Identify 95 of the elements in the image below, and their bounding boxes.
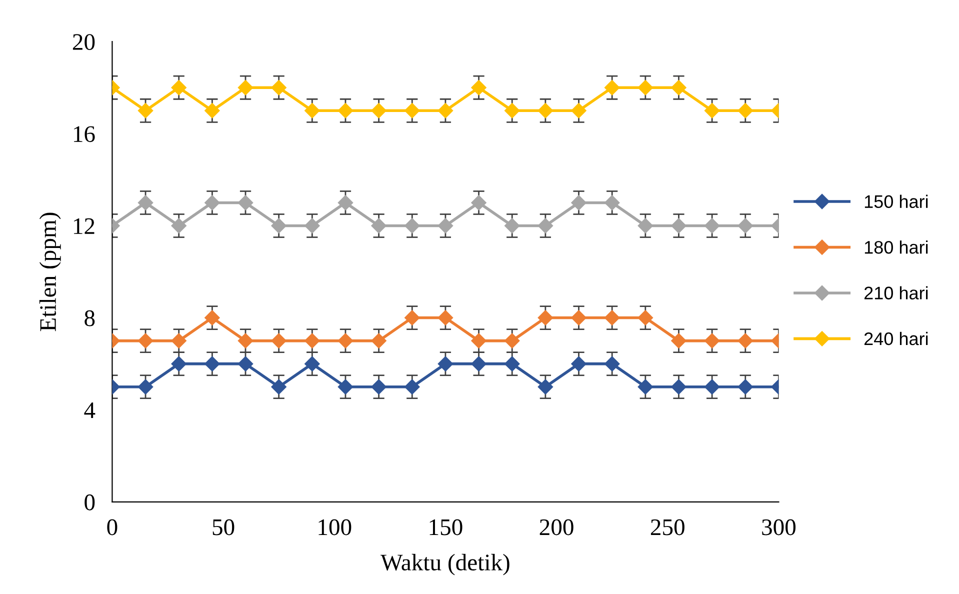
- point: [704, 218, 720, 234]
- point: [504, 333, 520, 348]
- point: [371, 218, 386, 234]
- point: [738, 333, 753, 348]
- x-tick-label: 300: [762, 519, 796, 536]
- point: [604, 310, 620, 326]
- point: [338, 195, 354, 210]
- point: [438, 218, 454, 234]
- point: [304, 218, 320, 234]
- point: [404, 218, 420, 234]
- point: [704, 333, 720, 348]
- point: [138, 103, 154, 118]
- point: [238, 80, 254, 96]
- point: [538, 379, 553, 394]
- point: [338, 333, 354, 348]
- point: [371, 379, 386, 394]
- point: [438, 310, 454, 326]
- point: [171, 356, 186, 372]
- point: [504, 356, 520, 372]
- point: [404, 379, 420, 394]
- point: [738, 218, 753, 234]
- point: [738, 379, 753, 394]
- y-tick-label: 0: [84, 494, 95, 510]
- legend-label: 150 hari: [864, 194, 928, 208]
- point: [204, 195, 220, 210]
- point: [604, 195, 620, 210]
- point: [338, 379, 354, 394]
- point: [338, 103, 354, 118]
- x-axis-title: Waktu (detik): [380, 554, 510, 576]
- point: [271, 80, 286, 96]
- point: [371, 103, 386, 118]
- point: [304, 103, 320, 118]
- y-axis-title: Etilen (ppm): [39, 212, 61, 332]
- point: [138, 333, 154, 348]
- x-tick-label: 0: [107, 519, 118, 536]
- point: [638, 379, 653, 394]
- point: [238, 195, 254, 210]
- point: [738, 103, 753, 118]
- point: [138, 379, 154, 394]
- point: [171, 333, 186, 348]
- y-tick-label: 8: [84, 310, 95, 326]
- legend-label: 240 hari: [864, 332, 928, 346]
- point: [604, 80, 620, 96]
- point: [538, 218, 553, 234]
- point: [471, 195, 486, 210]
- x-tick-label: 50: [212, 519, 234, 536]
- point: [304, 356, 320, 372]
- point: [538, 103, 553, 118]
- y-tick-label: 4: [84, 402, 96, 418]
- point: [271, 218, 286, 234]
- point: [171, 80, 186, 96]
- legend-label: 180 hari: [864, 240, 928, 254]
- point: [671, 80, 686, 96]
- point: [171, 218, 186, 234]
- point: [471, 333, 486, 348]
- point: [704, 103, 720, 118]
- point: [671, 379, 686, 394]
- point: [538, 310, 553, 326]
- point: [204, 310, 220, 326]
- point: [704, 379, 720, 394]
- point: [671, 333, 686, 348]
- point: [571, 310, 586, 326]
- point: [638, 218, 653, 234]
- point: [504, 103, 520, 118]
- point: [304, 333, 320, 348]
- x-tick-label: 200: [540, 519, 574, 536]
- y-tick-label: 16: [74, 126, 95, 142]
- point: [638, 80, 653, 96]
- x-tick-label: 250: [650, 519, 684, 536]
- point: [271, 333, 286, 348]
- y-tick-label: 20: [72, 34, 95, 50]
- point: [438, 103, 454, 118]
- point: [504, 218, 520, 234]
- point: [438, 356, 454, 372]
- legend-label: 210 hari: [864, 286, 928, 300]
- point: [404, 103, 420, 118]
- y-tick-label: 12: [74, 218, 94, 234]
- point: [238, 333, 254, 348]
- x-tick-label: 150: [430, 519, 462, 536]
- point: [238, 356, 254, 372]
- point: [204, 356, 220, 372]
- point: [604, 356, 620, 372]
- point: [471, 80, 486, 96]
- x-tick-label: 100: [318, 519, 352, 536]
- point: [638, 310, 653, 326]
- point: [404, 310, 420, 326]
- point: [571, 103, 586, 118]
- point: [138, 195, 154, 210]
- point: [371, 333, 386, 348]
- point: [271, 379, 286, 394]
- point: [471, 356, 486, 372]
- point: [571, 195, 586, 210]
- point: [204, 103, 220, 118]
- point: [671, 218, 686, 234]
- point: [571, 356, 586, 372]
